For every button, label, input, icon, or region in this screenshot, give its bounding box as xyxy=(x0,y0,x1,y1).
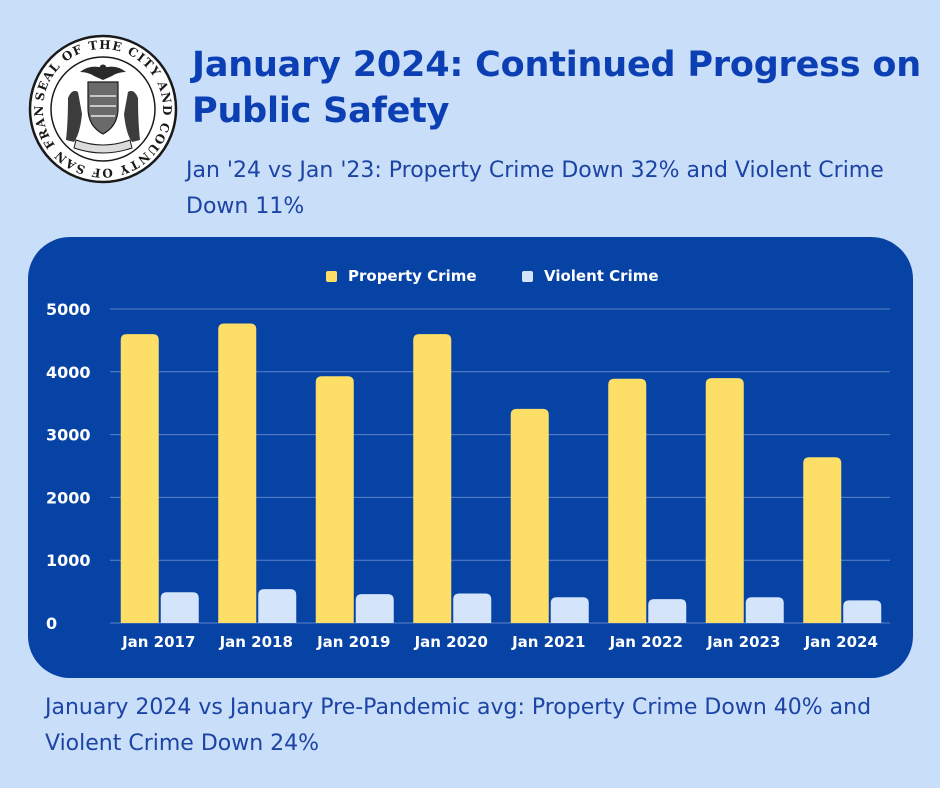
legend-swatch-violent xyxy=(522,271,533,282)
bar-property-crime xyxy=(218,323,257,623)
bar-property-crime xyxy=(803,457,842,623)
footer-note: January 2024 vs January Pre-Pandemic avg… xyxy=(45,695,872,756)
legend-label-property: Property Crime xyxy=(348,267,477,285)
subtitle: Jan '24 vs Jan '23: Property Crime Down … xyxy=(186,158,884,219)
x-tick-label: Jan 2023 xyxy=(706,633,780,651)
bar-property-crime xyxy=(413,334,452,623)
bar-violent-crime xyxy=(160,592,199,623)
bar-violent-crime xyxy=(550,597,589,623)
bar-violent-crime xyxy=(453,593,492,623)
legend-label-violent: Violent Crime xyxy=(544,267,659,285)
bar-violent-crime xyxy=(355,594,394,623)
bar-property-crime xyxy=(705,378,744,623)
y-tick-label: 0 xyxy=(46,614,57,633)
bar-chart: 0 1000 2000 3000 4000 5000 Jan 2017 Jan 2018 Jan… xyxy=(46,267,890,651)
bar-property-crime xyxy=(120,334,159,623)
y-tick-label: 4000 xyxy=(46,363,91,382)
bar-violent-crime xyxy=(745,597,784,623)
bar-property-crime xyxy=(510,408,549,623)
bar-property-crime xyxy=(608,378,647,623)
x-tick-label: Jan 2022 xyxy=(609,633,683,651)
legend-swatch-property xyxy=(326,271,337,282)
y-tick-label: 3000 xyxy=(46,426,91,445)
chart-panel: 0 1000 2000 3000 4000 5000 Jan 2017 Jan 2018 Jan… xyxy=(28,237,913,678)
x-tick-label: Jan 2017 xyxy=(121,633,195,651)
y-tick-label: 1000 xyxy=(46,551,91,570)
x-tick-label: Jan 2024 xyxy=(804,633,878,651)
x-tick-label: Jan 2019 xyxy=(316,633,390,651)
x-tick-label: Jan 2021 xyxy=(511,633,585,651)
page-title: January 2024: Continued Progress on Publ… xyxy=(192,45,921,131)
bar-violent-crime xyxy=(843,600,882,623)
x-tick-label: Jan 2018 xyxy=(219,633,293,651)
x-tick-label: Jan 2020 xyxy=(414,633,488,651)
bar-property-crime xyxy=(315,376,354,623)
y-tick-label: 5000 xyxy=(46,300,91,319)
bar-violent-crime xyxy=(648,599,687,623)
city-seal-icon: SEAL OF THE CITY AND COUNTY OF SAN FRANC… xyxy=(28,34,178,184)
bar-violent-crime xyxy=(258,589,297,623)
y-tick-label: 2000 xyxy=(46,488,91,507)
